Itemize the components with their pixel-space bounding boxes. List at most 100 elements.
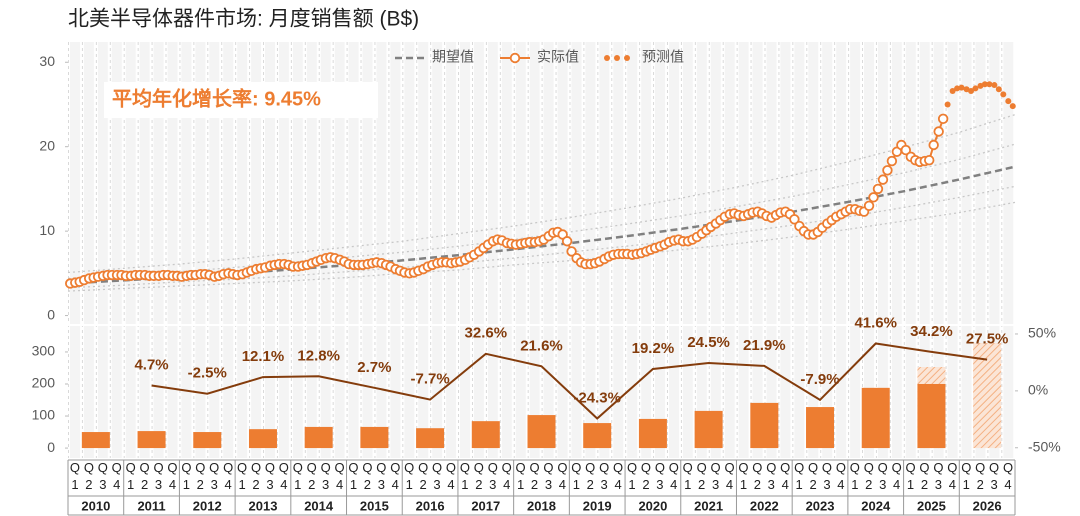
data-point	[877, 174, 889, 185]
annotation: 平均年化增长率: 9.45%	[112, 86, 321, 110]
x-tick-label: 2025	[917, 498, 946, 513]
x-tick-label: 2019	[583, 498, 612, 513]
bar	[638, 418, 667, 449]
data-point	[995, 86, 1002, 93]
bar	[806, 407, 835, 449]
x-tick-label: 2012	[193, 498, 222, 513]
bar	[360, 426, 389, 449]
bar	[861, 387, 890, 449]
y2-tick-label: -50%	[1028, 438, 1061, 454]
series-line	[67, 113, 1016, 274]
y-tick-label: 200	[32, 375, 56, 391]
data-point	[1005, 98, 1012, 105]
legend-symbol	[509, 52, 521, 64]
x-tick-label: 2011	[137, 498, 165, 513]
data-point	[933, 126, 944, 137]
x-tick-label: 2010	[81, 498, 110, 513]
data-label: 12.1%	[242, 348, 285, 365]
growth-line	[151, 342, 988, 420]
bar	[471, 421, 500, 449]
legend-symbol	[624, 55, 630, 61]
y-tick-label: 10	[39, 222, 55, 238]
x-tick-label: 2015	[360, 498, 389, 513]
legend-symbol	[604, 55, 610, 61]
x-tick-label: 2016	[416, 498, 445, 513]
data-label: -7.7%	[410, 371, 449, 388]
data-point	[986, 81, 993, 88]
data-label: -24.3%	[573, 389, 621, 406]
chart-title: 北美半导体器件市场: 月度销售额 (B$)	[68, 8, 419, 31]
data-label: 27.5%	[966, 331, 1009, 348]
bar	[193, 432, 222, 449]
x-tick-label: 2014	[304, 498, 334, 513]
y-tick-label: 300	[32, 343, 56, 359]
data-point	[900, 144, 912, 156]
data-label: 2.7%	[357, 359, 391, 376]
legend-label: 预测值	[642, 49, 684, 65]
legend-symbol	[614, 55, 620, 61]
data-point	[967, 87, 974, 94]
bar	[973, 342, 1002, 449]
data-point	[928, 139, 939, 151]
y-tick-label: 20	[39, 137, 55, 153]
data-point	[944, 101, 951, 108]
data-label: 41.6%	[854, 314, 897, 331]
x-tick-label: 2023	[806, 498, 835, 513]
data-point	[981, 81, 988, 88]
data-point	[972, 85, 979, 92]
data-point	[937, 113, 949, 125]
data-point	[958, 84, 965, 91]
x-tick-label: 2013	[249, 498, 278, 513]
data-label: 34.2%	[910, 323, 953, 340]
x-tick-label: 2017	[471, 498, 500, 513]
y-tick-label: 100	[32, 407, 56, 423]
data-label: 32.6%	[465, 325, 508, 342]
data-point	[863, 200, 875, 211]
bar	[750, 402, 779, 449]
data-point	[954, 85, 961, 92]
y-tick-label: 0	[47, 439, 55, 455]
data-label: 12.8%	[297, 347, 340, 364]
data-label: 4.7%	[134, 356, 168, 373]
x-tick-label: 2026	[973, 498, 1002, 513]
x-tick-label: 2022	[750, 498, 779, 513]
